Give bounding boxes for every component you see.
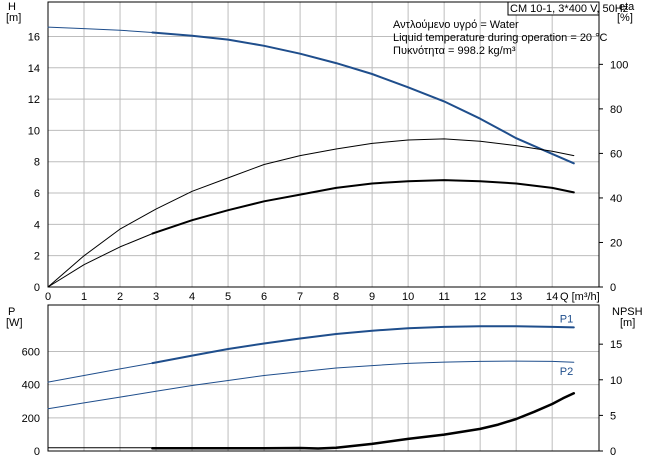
flow-axis-label: Q [m³/h] bbox=[560, 291, 600, 303]
series-eta-pump-thin bbox=[47, 233, 153, 288]
npsh-tick-label: 0 bbox=[610, 446, 616, 458]
eta-tick-labels: 0 20 40 60 80 100 bbox=[599, 59, 628, 294]
pump-model-title: CM 10-1, 3*400 V, 50Hz bbox=[510, 3, 628, 15]
flow-tick-label: 10 bbox=[402, 291, 414, 303]
power-axis-unit: [W] bbox=[6, 317, 23, 329]
npsh-tick-labels: 0 5 10 15 bbox=[599, 339, 622, 458]
head-tick-label: 0 bbox=[34, 282, 40, 294]
npsh-axis-unit: [m] bbox=[620, 317, 635, 329]
npsh-axis-label: NPSH bbox=[612, 306, 643, 318]
flow-tick-label: 12 bbox=[474, 291, 486, 303]
series-eta-pump bbox=[151, 179, 575, 235]
eta-tick-label: 100 bbox=[610, 59, 628, 71]
npsh-tick-label: 15 bbox=[610, 339, 622, 351]
info-density: Πυκνότητα = 998.2 kg/m³ bbox=[393, 45, 516, 57]
head-tick-label: 6 bbox=[34, 188, 40, 200]
bottom-grid bbox=[47, 305, 599, 452]
title-box bbox=[507, 1, 600, 16]
flow-tick-label: 3 bbox=[153, 291, 159, 303]
flow-tick-label: 6 bbox=[261, 291, 267, 303]
head-tick-label: 2 bbox=[34, 251, 40, 263]
eta-axis-label: eta bbox=[619, 1, 635, 13]
head-tick-label: 8 bbox=[34, 157, 40, 169]
bottom-series: P1 P2 bbox=[47, 313, 576, 450]
info-box: CM 10-1, 3*400 V, 50Hz Αντλούμενο υγρό =… bbox=[393, 1, 628, 57]
flow-tick-label: 5 bbox=[225, 291, 231, 303]
flow-tick-label: 11 bbox=[438, 291, 449, 303]
flow-tick-label: 8 bbox=[333, 291, 339, 303]
series-label-p1: P1 bbox=[560, 313, 573, 325]
top-series bbox=[47, 26, 575, 288]
series-p1 bbox=[151, 325, 575, 365]
info-temperature: Liquid temperature during operation = 20… bbox=[393, 32, 608, 44]
top-plot-frame bbox=[47, 1, 600, 288]
series-npsh bbox=[151, 392, 576, 450]
flow-tick-label: 4 bbox=[189, 291, 195, 303]
flow-tick-labels: 0 1 2 3 4 5 6 7 8 9 10 11 12 13 14 bbox=[45, 291, 558, 303]
power-tick-label: 400 bbox=[22, 380, 40, 392]
eta-tick-label: 40 bbox=[610, 193, 622, 205]
eta-tick-label: 60 bbox=[610, 148, 622, 160]
series-head-thin bbox=[47, 26, 153, 33]
info-liquid: Αντλούμενο υγρό = Water bbox=[393, 19, 519, 31]
power-tick-label: 600 bbox=[22, 346, 40, 358]
flow-tick-label: 7 bbox=[297, 291, 303, 303]
eta-tick-label: 80 bbox=[610, 104, 622, 116]
flow-tick-label: 0 bbox=[45, 291, 51, 303]
flow-tick-label: 13 bbox=[510, 291, 522, 303]
head-tick-label: 14 bbox=[28, 63, 40, 75]
flow-tick-label: 1 bbox=[81, 291, 87, 303]
flow-tick-label: 9 bbox=[369, 291, 375, 303]
series-head bbox=[151, 31, 575, 165]
eta-tick-label: 0 bbox=[610, 282, 616, 294]
power-tick-label: 200 bbox=[22, 413, 40, 425]
head-tick-label: 16 bbox=[28, 31, 40, 43]
head-tick-label: 10 bbox=[28, 125, 40, 137]
power-axis-label: P bbox=[8, 306, 15, 318]
power-tick-labels: 0 200 400 600 bbox=[22, 346, 40, 458]
flow-tick-label: 2 bbox=[117, 291, 123, 303]
npsh-tick-label: 10 bbox=[610, 375, 622, 387]
series-label-p2: P2 bbox=[560, 366, 573, 378]
head-tick-label: 4 bbox=[34, 219, 40, 231]
head-tick-labels: 0 2 4 6 8 10 12 14 16 bbox=[28, 31, 40, 294]
power-tick-label: 0 bbox=[34, 446, 40, 458]
top-grid bbox=[47, 2, 599, 288]
npsh-tick-label: 5 bbox=[610, 410, 616, 422]
eta-axis-unit: [%] bbox=[617, 12, 633, 24]
flow-tick-label: 14 bbox=[546, 291, 558, 303]
series-p1-thin bbox=[47, 362, 153, 383]
series-p2 bbox=[47, 360, 575, 410]
head-axis-label: H bbox=[8, 1, 16, 13]
bottom-plot-frame bbox=[47, 304, 600, 452]
head-tick-label: 12 bbox=[28, 94, 40, 106]
eta-tick-label: 20 bbox=[610, 237, 622, 249]
series-eta-total bbox=[47, 138, 575, 288]
head-axis-unit: [m] bbox=[6, 12, 21, 24]
